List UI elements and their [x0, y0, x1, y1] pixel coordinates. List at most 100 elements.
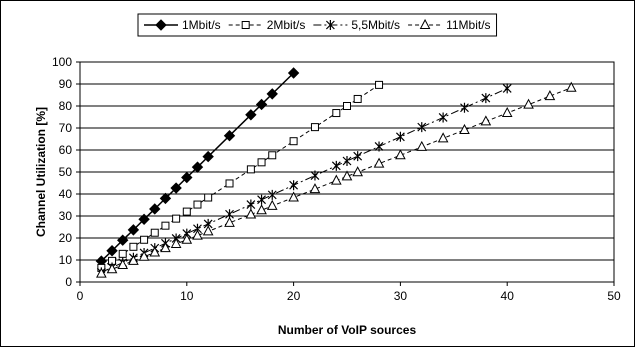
data-point — [255, 98, 268, 111]
data-point — [223, 129, 236, 142]
data-point — [309, 183, 321, 194]
data-point — [459, 123, 470, 134]
data-point — [149, 203, 161, 215]
y-tick-label: 100 — [52, 55, 72, 69]
data-point — [96, 267, 107, 278]
data-point — [266, 88, 278, 100]
x-axis-ticks: 0 10 20 30 40 50 — [77, 282, 621, 303]
data-point — [374, 141, 384, 152]
data-point — [310, 170, 320, 181]
legend-label: 2Mbit/s — [267, 18, 306, 32]
data-point — [172, 214, 181, 223]
data-point — [127, 224, 140, 236]
data-point — [257, 158, 266, 167]
series-4 — [96, 81, 577, 278]
data-point — [565, 81, 577, 92]
data-point — [149, 246, 161, 257]
data-point — [266, 199, 278, 210]
data-point — [417, 122, 427, 133]
y-axis-ticks: 0 10 20 30 40 50 60 70 80 90 100 — [52, 55, 80, 289]
legend-item: 11Mbit/s — [408, 18, 491, 32]
data-point — [342, 156, 352, 166]
data-point — [129, 242, 138, 251]
y-tick-label: 70 — [59, 121, 73, 135]
data-point — [353, 151, 363, 162]
data-point — [138, 213, 150, 226]
data-point — [289, 180, 299, 191]
data-point — [256, 204, 267, 215]
data-point — [375, 80, 384, 89]
series-line — [100, 72, 295, 262]
data-point — [204, 193, 213, 202]
data-point — [341, 170, 353, 181]
data-point — [150, 228, 159, 237]
x-axis-title: Number of VoIP sources — [278, 323, 417, 337]
y-tick-label: 30 — [59, 209, 73, 223]
data-point — [160, 242, 171, 253]
y-tick-label: 90 — [59, 77, 73, 91]
data-point — [140, 235, 149, 244]
data-point — [289, 137, 298, 146]
data-point — [501, 106, 513, 118]
legend-label: 1Mbit/s — [182, 18, 221, 32]
legend-marker — [241, 21, 250, 29]
legend-item: 5,5Mbit/s — [313, 18, 400, 32]
series-1 — [95, 67, 300, 267]
data-point — [224, 216, 235, 227]
y-tick-label: 80 — [59, 99, 73, 113]
data-point — [437, 132, 449, 143]
series-2 — [97, 80, 384, 272]
data-point — [118, 249, 127, 258]
data-point — [310, 123, 319, 132]
x-tick-label: 0 — [77, 289, 84, 303]
data-point — [225, 179, 234, 188]
data-point — [502, 83, 512, 94]
data-point — [138, 250, 150, 261]
series-group — [95, 67, 577, 278]
legend-marker — [155, 19, 167, 31]
data-point — [106, 263, 118, 274]
data-point — [480, 115, 492, 126]
data-point — [352, 166, 364, 177]
data-point — [159, 192, 172, 205]
data-point — [416, 140, 428, 151]
data-point — [267, 189, 277, 200]
data-point — [181, 171, 193, 184]
y-axis-title: Channel Utilization [%] — [34, 107, 48, 237]
data-point — [202, 150, 214, 163]
data-point — [343, 102, 351, 110]
data-point — [161, 221, 170, 230]
data-point — [523, 98, 534, 109]
data-point — [330, 174, 342, 185]
data-point — [331, 160, 341, 171]
data-point — [246, 199, 256, 210]
data-point — [544, 90, 556, 101]
data-point — [438, 112, 448, 123]
data-point — [128, 254, 139, 265]
data-point — [245, 109, 257, 121]
data-point — [373, 157, 385, 168]
y-tick-label: 20 — [59, 231, 73, 245]
data-point — [106, 245, 118, 257]
data-point — [481, 93, 491, 104]
x-tick-label: 30 — [394, 289, 408, 303]
data-point — [268, 151, 277, 160]
y-tick-label: 0 — [65, 275, 72, 289]
x-tick-label: 20 — [287, 289, 301, 303]
data-point — [117, 234, 129, 246]
legend: 1Mbit/s 2Mbit/s 5,5Mbit/s 11Mbit/s — [137, 13, 498, 37]
data-point — [170, 237, 182, 248]
data-point — [288, 191, 299, 202]
data-point — [245, 208, 257, 219]
data-point — [287, 67, 300, 79]
data-point — [193, 200, 202, 209]
data-point — [182, 207, 191, 216]
y-tick-label: 60 — [59, 143, 73, 157]
x-tick-label: 50 — [607, 289, 621, 303]
legend-marker — [419, 18, 431, 29]
series-line — [101, 87, 508, 273]
y-tick-label: 40 — [59, 187, 73, 201]
data-point — [191, 161, 204, 173]
data-point — [332, 109, 341, 118]
